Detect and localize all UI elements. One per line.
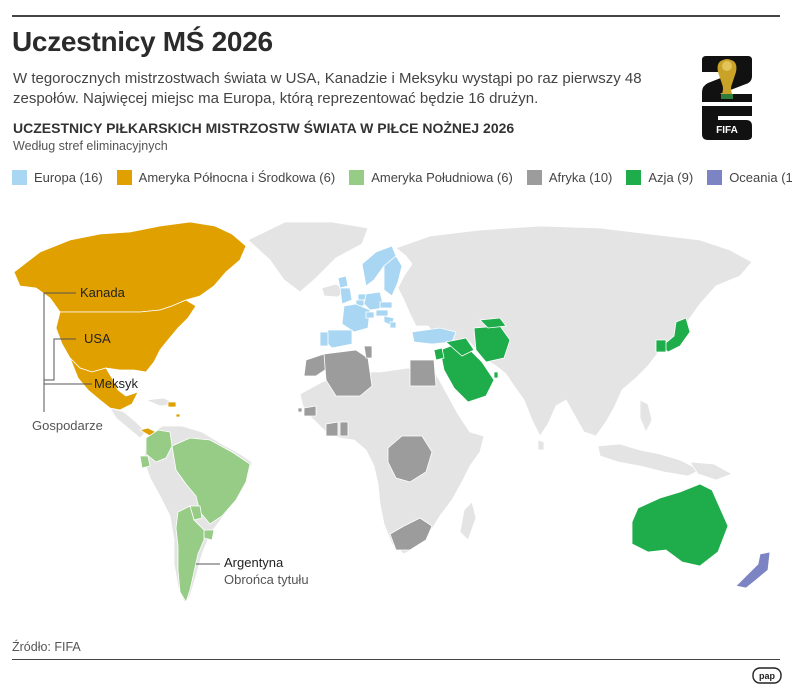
new-guinea: [689, 461, 733, 481]
legend-swatch: [116, 169, 132, 185]
legend-label: Ameryka Południowa (6): [371, 169, 513, 185]
country-france: [341, 303, 371, 333]
country-tunisia: [363, 345, 373, 359]
legend: Europa (16) Ameryka Północna i Środkowa (…: [12, 168, 792, 186]
world-map: Kanada USA Meksyk Gospodarze Argentyna O…: [13, 221, 771, 603]
country-germany: [363, 291, 385, 311]
country-haiti: [167, 401, 177, 408]
label-obronca-tytulu: Obrońca tytułu: [224, 572, 309, 587]
label-argentyna: Argentyna: [224, 555, 284, 570]
country-algeria: [323, 349, 373, 397]
host-callouts: [43, 292, 92, 412]
sri-lanka: [537, 439, 545, 451]
country-egypt: [409, 359, 437, 387]
madagascar: [459, 501, 477, 541]
map-title: UCZESTNICY PIŁKARSKICH MISTRZOSTW ŚWIATA…: [13, 120, 515, 136]
eurasia-other: [395, 225, 753, 437]
country-cape-verde: [297, 407, 303, 413]
legend-label: Azja (9): [648, 169, 694, 185]
country-austria: [375, 309, 389, 317]
country-portugal: [319, 331, 329, 347]
fifa-world-cup-2026-logo: FIFA: [702, 56, 752, 140]
legend-item: Oceania (1): [707, 169, 792, 185]
central-america-other: [109, 407, 147, 439]
legend-label: Oceania (1): [729, 169, 792, 185]
legend-label: Afryka (10): [548, 169, 613, 185]
country-qatar: [493, 371, 499, 379]
country-senegal: [303, 405, 317, 417]
legend-item: Azja (9): [626, 169, 694, 185]
bottom-rule: [12, 659, 780, 660]
country-uruguay: [203, 529, 215, 541]
country-argentina: [175, 505, 205, 603]
country-ghana: [339, 421, 349, 437]
southeast-asia-islands: [597, 443, 701, 477]
country-iraq: [445, 337, 475, 357]
country-curacao: [175, 413, 181, 418]
country-colombia: [145, 429, 173, 463]
country-brazil: [171, 437, 251, 525]
country-jordan: [433, 347, 445, 361]
legend-item: Ameryka Północna i Środkowa (6): [116, 169, 336, 185]
label-kanada: Kanada: [80, 285, 126, 300]
legend-swatch: [526, 169, 542, 185]
country-south-africa: [389, 517, 433, 551]
country-bosnia: [389, 321, 397, 329]
country-morocco: [303, 353, 329, 377]
legend-swatch: [12, 169, 27, 185]
page-title: Uczestnicy MŚ 2026: [12, 26, 273, 57]
map-subtitle: Według stref eliminacyjnych: [13, 139, 168, 153]
legend-swatch: [626, 169, 642, 185]
country-ecuador: [139, 455, 151, 469]
legend-label: Europa (16): [34, 169, 103, 185]
legend-item: Europa (16): [12, 169, 103, 185]
source-text: Źródło: FIFA: [12, 640, 81, 654]
legend-label: Ameryka Północna i Środkowa (6): [138, 169, 336, 185]
country-england: [339, 287, 353, 305]
country-australia: [631, 483, 729, 567]
pap-logo-text: pap: [759, 671, 776, 681]
legend-item: Ameryka Południowa (6): [349, 169, 513, 185]
country-scotland: [337, 275, 349, 289]
legend-item: Afryka (10): [526, 169, 613, 185]
country-mexico: [69, 357, 139, 411]
country-sweden: [383, 255, 403, 297]
country-new-zealand: [735, 551, 771, 589]
country-south-korea: [655, 339, 667, 353]
label-usa: USA: [84, 331, 111, 346]
fifa-logo-text: FIFA: [716, 125, 738, 136]
legend-swatch: [349, 169, 365, 185]
philippines: [639, 399, 653, 433]
trophy-icon: [717, 59, 737, 99]
country-canada: [13, 221, 247, 313]
country-ivory-coast: [325, 421, 339, 437]
intro-text: W tegorocznych mistrzostwach świata w US…: [13, 70, 642, 107]
label-meksyk: Meksyk: [94, 376, 139, 391]
country-dr-congo: [387, 435, 433, 483]
country-uzbekistan: [479, 317, 507, 329]
pap-logo: pap: [752, 667, 782, 684]
greenland: [247, 221, 369, 293]
country-japan: [661, 317, 691, 353]
country-switzerland: [365, 311, 375, 319]
legend-swatch: [707, 169, 723, 185]
top-rule: [12, 15, 780, 17]
qualified-countries: [13, 221, 771, 603]
label-gospodarze: Gospodarze: [32, 418, 103, 433]
country-czechia: [379, 301, 393, 309]
